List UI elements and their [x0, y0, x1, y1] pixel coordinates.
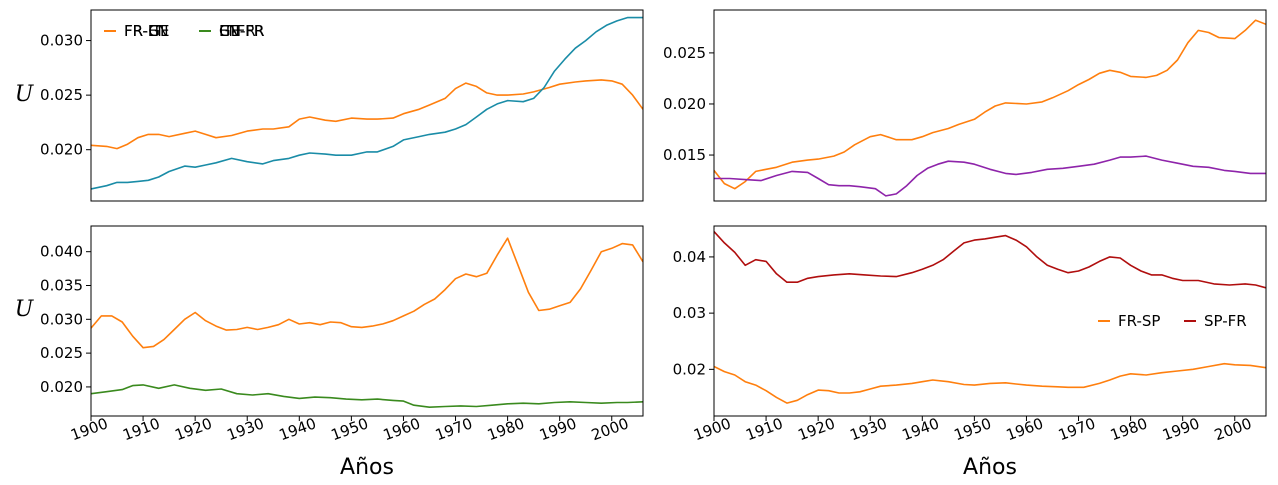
bottom-right-xtick-label: 1990	[1160, 414, 1202, 444]
y-axis-label-bottom: U	[15, 297, 35, 322]
bottom-right-ytick-label: 0.04	[673, 248, 706, 266]
bottom-left-xtick-label: 1900	[68, 414, 110, 444]
panel-top-right: 0.015 0.020 0.025 FR-GE GE-FR	[104, 9, 1267, 202]
bottom-right-xtick-label: 1950	[952, 414, 994, 444]
legend-label-ge-fr: GE-FR	[219, 22, 265, 40]
bottom-left-xtick-label: 1930	[224, 414, 266, 444]
panel-top-left: 0.020 0.025 0.030 FR-EN EN-FR	[40, 9, 644, 202]
bottom-left-xtick-label: 1910	[120, 414, 162, 444]
top-left-ytick-label: 0.030	[40, 32, 83, 50]
series-line-en-fr	[91, 16, 643, 190]
top-left-ytick-label: 0.020	[40, 141, 83, 159]
bottom-right-xtick-label: 1980	[1108, 414, 1150, 444]
legend-label-fr-ge: FR-GE	[124, 22, 170, 40]
legend-label-en-fr: EN-FR	[219, 22, 264, 40]
y-axis-label-top: U	[15, 82, 35, 107]
panel-bottom-left: 0.020 0.025 0.030 0.035 0.040 1900 1910 1920 193…	[40, 22, 644, 444]
bottom-right-xtick-label: 1900	[691, 414, 733, 444]
series-line-fr-ge	[714, 19, 1266, 190]
legend-label-fr-it: FR-IT	[124, 22, 162, 40]
bottom-right-xtick-label: 1940	[900, 414, 942, 444]
bottom-right-xtick-label: 1920	[795, 414, 837, 444]
bottom-right-xtick-label: 2000	[1212, 414, 1254, 444]
series-line-fr-it	[91, 237, 643, 349]
panel-bottom-right: 0.02 0.03 0.04 1900 1910 1920 1930 1940 1950 1960…	[673, 225, 1267, 444]
series-line-fr-en	[91, 79, 643, 150]
bottom-right-ytick-label: 0.03	[673, 304, 706, 322]
bottom-left-ytick-label: 0.035	[40, 277, 83, 295]
series-line-sp-fr	[714, 231, 1266, 289]
bottom-left-xtick-label: 1950	[329, 414, 371, 444]
bottom-left-xtick-label: 1970	[433, 414, 475, 444]
bottom-right-xtick-label: 1960	[1004, 414, 1046, 444]
x-axis-label-left: Años	[340, 455, 394, 480]
legend-label-fr-sp: FR-SP	[1118, 312, 1160, 330]
bottom-right-axes-frame	[713, 225, 1267, 417]
top-left-ytick-label: 0.025	[40, 86, 83, 104]
bottom-right-xtick-label: 1910	[743, 414, 785, 444]
legend-label-it-fr: IT-FR	[219, 22, 256, 40]
top-left-axes-frame	[90, 9, 644, 202]
top-right-ytick-label: 0.025	[663, 44, 706, 62]
x-axis-label-right: Años	[963, 455, 1017, 480]
bottom-left-ytick-label: 0.030	[40, 310, 83, 328]
bottom-left-xtick-label: 2000	[589, 414, 631, 444]
legend-label-fr-en: FR-EN	[124, 22, 169, 40]
series-line-ge-fr	[714, 155, 1266, 197]
bottom-left-xtick-label: 1920	[172, 414, 214, 444]
top-right-ytick-label: 0.015	[663, 146, 706, 164]
bottom-left-axes-frame	[90, 225, 644, 417]
bottom-left-xtick-label: 1960	[381, 414, 423, 444]
bottom-left-ytick-label: 0.025	[40, 344, 83, 362]
series-line-fr-sp	[714, 362, 1266, 404]
bottom-left-xtick-label: 1990	[537, 414, 579, 444]
bottom-left-ytick-label: 0.020	[40, 378, 83, 396]
bottom-left-xtick-label: 1980	[485, 414, 527, 444]
series-line-it-fr	[91, 384, 643, 408]
bottom-right-ytick-label: 0.02	[673, 360, 706, 378]
top-right-ytick-label: 0.020	[663, 95, 706, 113]
bottom-left-xtick-label: 1940	[277, 414, 319, 444]
bottom-left-ytick-label: 0.040	[40, 243, 83, 261]
bottom-right-xtick-label: 1930	[847, 414, 889, 444]
legend-label-sp-fr: SP-FR	[1204, 312, 1247, 330]
top-right-axes-frame	[713, 9, 1267, 202]
bottom-right-xtick-label: 1970	[1056, 414, 1098, 444]
